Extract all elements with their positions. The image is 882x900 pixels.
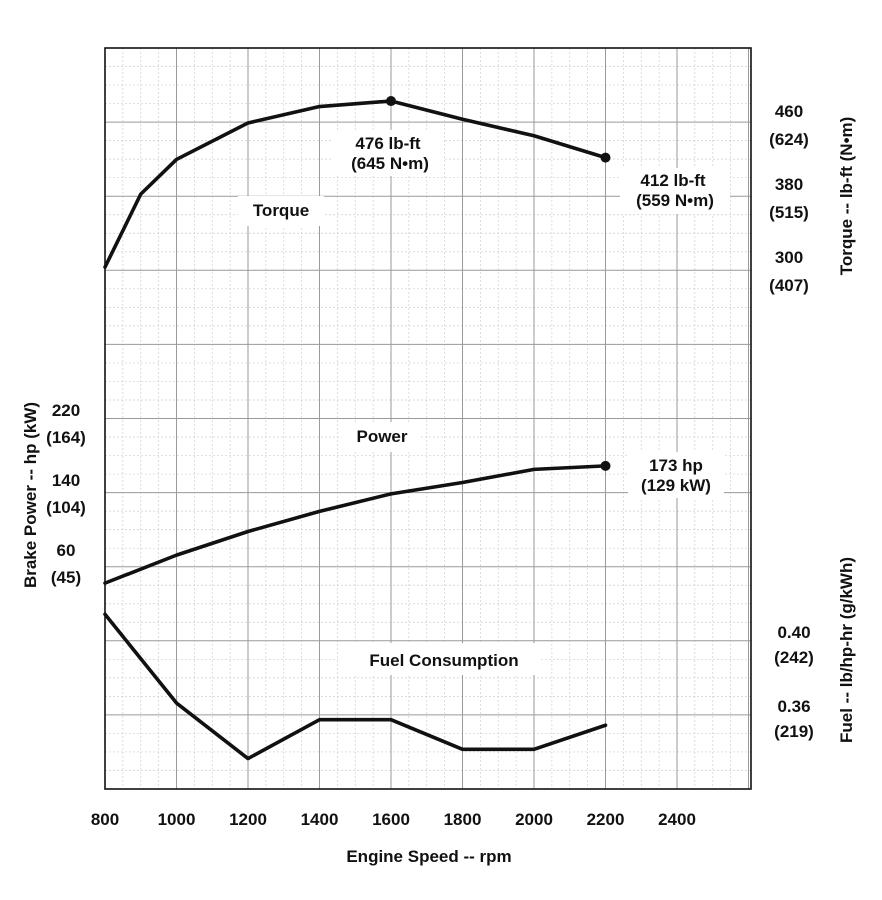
left-tick-sublabel: (164): [46, 428, 86, 447]
series-label-power: Power: [356, 427, 407, 446]
left-axis-title: Brake Power -- hp (kW): [21, 402, 40, 588]
annotation-power-end-line1: 173 hp: [649, 456, 703, 475]
right-axis-title-torque: Torque -- lb-ft (N•m): [837, 117, 856, 276]
right-tick-labels: 460 (624) 380 (515) 300 (407) 0.40 (242) 0.36 (21…: [769, 102, 814, 741]
annotation-torque-end-line2: (559 N•m): [636, 191, 714, 210]
annotation-torque-peak-line1: 476 lb-ft: [355, 134, 421, 153]
torque-label-bg: [238, 196, 324, 226]
torque-peak-annotation-bg: [332, 130, 444, 176]
annotation-power-end-line2: (129 kW): [641, 476, 711, 495]
x-tick-label: 2000: [515, 810, 553, 829]
right-tick-label-torque: 300: [775, 248, 803, 267]
right-tick-sublabel-fuel: (242): [774, 648, 814, 667]
right-tick-label-torque: 380: [775, 175, 803, 194]
left-tick-label: 140: [52, 471, 80, 490]
power-end-annotation-bg: [628, 452, 724, 498]
annotation-dot-torque-2200: [600, 152, 611, 163]
torque-end-annotation-bg: [620, 168, 730, 214]
left-tick-sublabel: (104): [46, 498, 86, 517]
left-tick-label: 60: [57, 541, 76, 560]
annotation-torque-end-line1: 412 lb-ft: [640, 171, 706, 190]
fuel-label-bg: [338, 643, 540, 675]
annotation-dot-power-2200: [600, 460, 611, 471]
series-label-fuel: Fuel Consumption: [369, 651, 518, 670]
x-tick-label: 1600: [372, 810, 410, 829]
power-label-bg: [342, 422, 420, 452]
series-line-torque: [103, 99, 608, 269]
x-tick-label: 2400: [658, 810, 696, 829]
x-tick-label: 1200: [229, 810, 267, 829]
right-axis-title-fuel: Fuel -- lb/hp-hr (g/kWh): [837, 557, 856, 743]
series-line-fuel: [103, 612, 608, 761]
plot-frame: [104, 47, 752, 790]
x-tick-label: 1800: [444, 810, 482, 829]
series-line-power: [103, 464, 608, 585]
left-tick-sublabel: (45): [51, 568, 81, 587]
annotation-dot-torque-1600: [386, 96, 396, 107]
annotation-torque-peak-line2: (645 N•m): [351, 154, 429, 173]
right-tick-sublabel-fuel: (219): [774, 722, 814, 741]
x-tick-label: 1000: [158, 810, 196, 829]
right-tick-sublabel-torque: (624): [769, 130, 809, 149]
right-tick-sublabel-torque: (515): [769, 203, 809, 222]
left-tick-labels: 220 (164) 140 (104) 60 (45): [46, 401, 86, 587]
right-tick-label-torque: 460: [775, 102, 803, 121]
x-axis-title: Engine Speed -- rpm: [346, 847, 511, 866]
left-tick-label: 220: [52, 401, 80, 420]
series-layer: [103, 96, 611, 761]
right-tick-label-fuel: 0.40: [777, 623, 810, 642]
x-tick-labels: 800 1000 1200 1400 1600 1800 2000 2200 2400: [91, 810, 696, 829]
x-tick-label: 1400: [301, 810, 339, 829]
x-tick-label: 2200: [587, 810, 625, 829]
right-tick-sublabel-torque: (407): [769, 276, 809, 295]
series-label-torque: Torque: [253, 201, 309, 220]
x-tick-label: 800: [91, 810, 119, 829]
right-tick-label-fuel: 0.36: [777, 697, 810, 716]
